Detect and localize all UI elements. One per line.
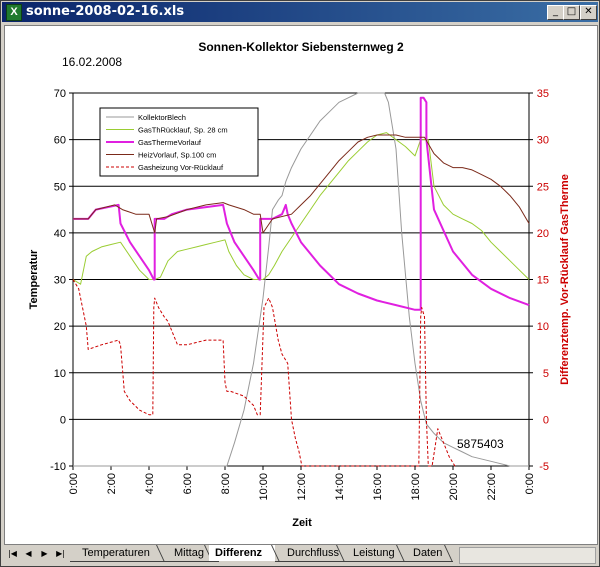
y-axis-label: Temperatur <box>28 249 40 309</box>
annotation-label: 5875403 <box>457 437 504 451</box>
legend-entry: GasThRücklauf, Sp. 28 cm <box>138 126 228 135</box>
date-label: 16.02.2008 <box>62 55 122 69</box>
x-tick-label: 10:00 <box>258 473 270 501</box>
y2-tick-label: 25 <box>537 181 549 193</box>
series-line-gasthr-cklauf-sp-28-cm <box>72 132 530 285</box>
y2-tick-label: 0 <box>543 414 549 426</box>
x-tick-label: 4:00 <box>144 473 156 494</box>
y-tick-label: 30 <box>54 275 66 287</box>
chart[interactable]: -10 0 10 20 30 40 50 60 70 -5 0 5 10 15 20 25 30 35 0:00 2:… <box>5 26 597 544</box>
x-tick-label: 2:00 <box>106 473 118 494</box>
y-tick-label: 10 <box>54 368 66 380</box>
legend-entry: KollektorBlech <box>138 113 186 122</box>
y2-tick-label: 35 <box>537 88 549 100</box>
close-button[interactable]: ✕ <box>580 5 597 20</box>
legend-entry: HeizVorlauf, Sp.100 cm <box>138 151 216 160</box>
series-line-heizvorlauf-sp-100-cm <box>73 134 530 234</box>
y2-tick-label: 20 <box>537 228 549 240</box>
prev-sheet-icon[interactable]: ◀ <box>25 549 32 558</box>
tab-temperaturen[interactable]: Temperaturen <box>70 545 172 562</box>
y-tick-label: -10 <box>50 461 66 473</box>
y2-tick-label: 30 <box>537 135 549 147</box>
last-sheet-icon[interactable]: ▶| <box>56 549 65 558</box>
window-title: sonne-2008-02-16.xls <box>26 4 185 19</box>
x-tick-label: 20:00 <box>448 473 460 501</box>
x-tick-label: 12:00 <box>296 473 308 501</box>
y2-tick-label: 15 <box>537 275 549 287</box>
next-sheet-icon[interactable]: ▶ <box>41 549 48 558</box>
tab-mittag[interactable]: Mittag <box>162 545 219 562</box>
x-tick-label: 0:00 <box>524 473 536 494</box>
y-tick-label: 40 <box>54 228 66 240</box>
tab-daten[interactable]: Daten <box>401 545 453 562</box>
x-tick-label: 18:00 <box>410 473 422 501</box>
chart-sheet[interactable]: -10 0 10 20 30 40 50 60 70 -5 0 5 10 15 20 25 30 35 0:00 2:… <box>4 25 598 545</box>
legend-entry: Gasheizung Vor-Rücklauf <box>138 163 224 172</box>
tab-durchfluss[interactable]: Durchfluss <box>275 545 349 562</box>
y-tick-label: 50 <box>54 181 66 193</box>
chart-title: Sonnen-Kollektor Siebensternweg 2 <box>198 40 404 54</box>
y2-tick-label: 5 <box>543 368 549 380</box>
x-tick-label: 14:00 <box>334 473 346 501</box>
excel-icon: X <box>6 4 22 21</box>
y2-axis-label: Differenztemp. Vor-Rücklauf GasTherme <box>559 174 571 385</box>
series-line-kollektorblech <box>73 92 529 467</box>
x-tick-label: 0:00 <box>68 473 80 494</box>
y2-tick-label: -5 <box>539 461 549 473</box>
x-tick-label: 6:00 <box>182 473 194 494</box>
title-bar[interactable]: X sonne-2008-02-16.xls _ □ ✕ <box>2 2 598 22</box>
minimize-button[interactable]: _ <box>547 5 564 20</box>
series-line-gasheizung-vor-r-cklauf <box>72 279 457 467</box>
maximize-button[interactable]: □ <box>563 5 580 20</box>
legend-entry: GasThermeVorlauf <box>138 138 202 147</box>
x-tick-label: 22:00 <box>486 473 498 501</box>
x-tick-label: 16:00 <box>372 473 384 501</box>
x-axis-label: Zeit <box>292 517 312 529</box>
tab-differenz[interactable]: Differenz <box>209 545 275 561</box>
horizontal-scrollbar[interactable] <box>459 547 596 564</box>
y-tick-label: 70 <box>54 88 66 100</box>
y-tick-label: 20 <box>54 321 66 333</box>
y-tick-label: 60 <box>54 135 66 147</box>
tab-leistung[interactable]: Leistung <box>341 545 409 562</box>
y-tick-label: 0 <box>60 414 66 426</box>
y2-tick-label: 10 <box>537 321 549 333</box>
x-tick-label: 8:00 <box>220 473 232 494</box>
sheet-tab-bar: |◀ ◀ ▶ ▶| Temperaturen Mittag Differenz … <box>4 545 596 564</box>
first-sheet-icon[interactable]: |◀ <box>8 549 17 558</box>
